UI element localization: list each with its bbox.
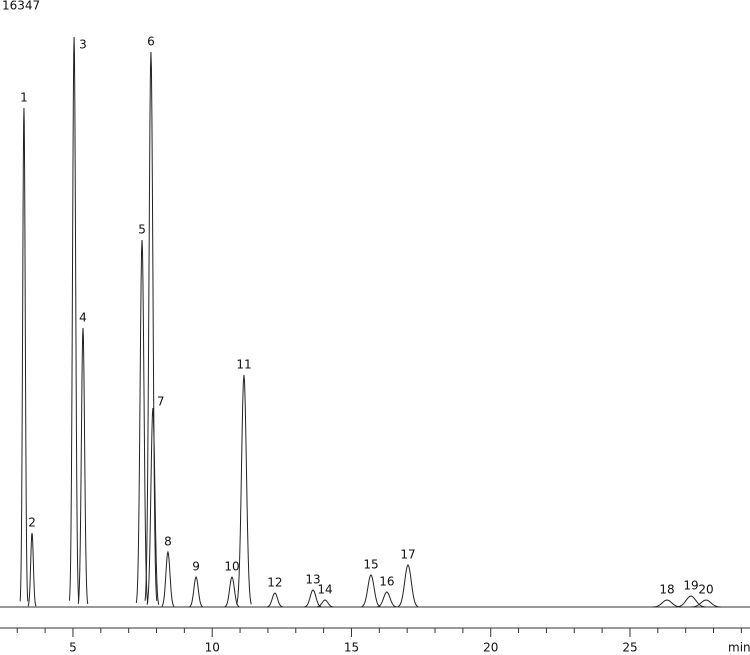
peak bbox=[316, 599, 334, 608]
x-tick-label: 10 bbox=[205, 641, 220, 655]
peak-label: 7 bbox=[157, 395, 165, 409]
x-tick-label: 25 bbox=[622, 641, 637, 655]
peak-label: 17 bbox=[400, 547, 415, 561]
peak-label: 14 bbox=[317, 583, 332, 597]
peak-label: 19 bbox=[683, 579, 698, 593]
peak bbox=[397, 564, 419, 607]
peak bbox=[135, 239, 149, 603]
peak-label: 11 bbox=[236, 357, 251, 371]
x-tick-label: 5 bbox=[69, 641, 77, 655]
peak bbox=[146, 407, 160, 605]
y-max-label: 16347 bbox=[2, 0, 40, 13]
peak bbox=[266, 592, 283, 608]
peak bbox=[27, 532, 37, 607]
peak bbox=[691, 599, 721, 608]
peak bbox=[189, 576, 203, 608]
x-tick-label: 15 bbox=[344, 641, 359, 655]
peak bbox=[19, 107, 29, 602]
peak bbox=[361, 574, 381, 608]
peak bbox=[652, 599, 682, 608]
peak-label: 3 bbox=[79, 38, 87, 52]
peak-label: 1 bbox=[20, 90, 28, 104]
peak-label: 10 bbox=[224, 560, 239, 574]
peak bbox=[377, 591, 397, 608]
peak-label: 20 bbox=[698, 583, 713, 597]
peak bbox=[676, 595, 706, 608]
peak bbox=[144, 51, 158, 601]
peak bbox=[77, 327, 89, 604]
peak-label: 13 bbox=[305, 572, 320, 586]
peak-label: 12 bbox=[267, 575, 282, 589]
peak-label: 2 bbox=[28, 516, 36, 530]
peak-label: 9 bbox=[192, 560, 200, 574]
peak bbox=[236, 374, 252, 605]
peak-label: 16 bbox=[379, 575, 394, 589]
peak-label: 15 bbox=[363, 557, 378, 571]
peak-label: 5 bbox=[138, 223, 146, 237]
x-unit: min bbox=[728, 641, 750, 655]
x-tick-label: 20 bbox=[483, 641, 498, 655]
peak bbox=[304, 589, 322, 608]
peak-label: 4 bbox=[79, 311, 87, 325]
peak bbox=[161, 550, 175, 607]
peak-label: 8 bbox=[164, 535, 172, 549]
peak-label: 18 bbox=[659, 583, 674, 597]
peak-label: 6 bbox=[147, 34, 155, 48]
peak bbox=[68, 36, 80, 601]
